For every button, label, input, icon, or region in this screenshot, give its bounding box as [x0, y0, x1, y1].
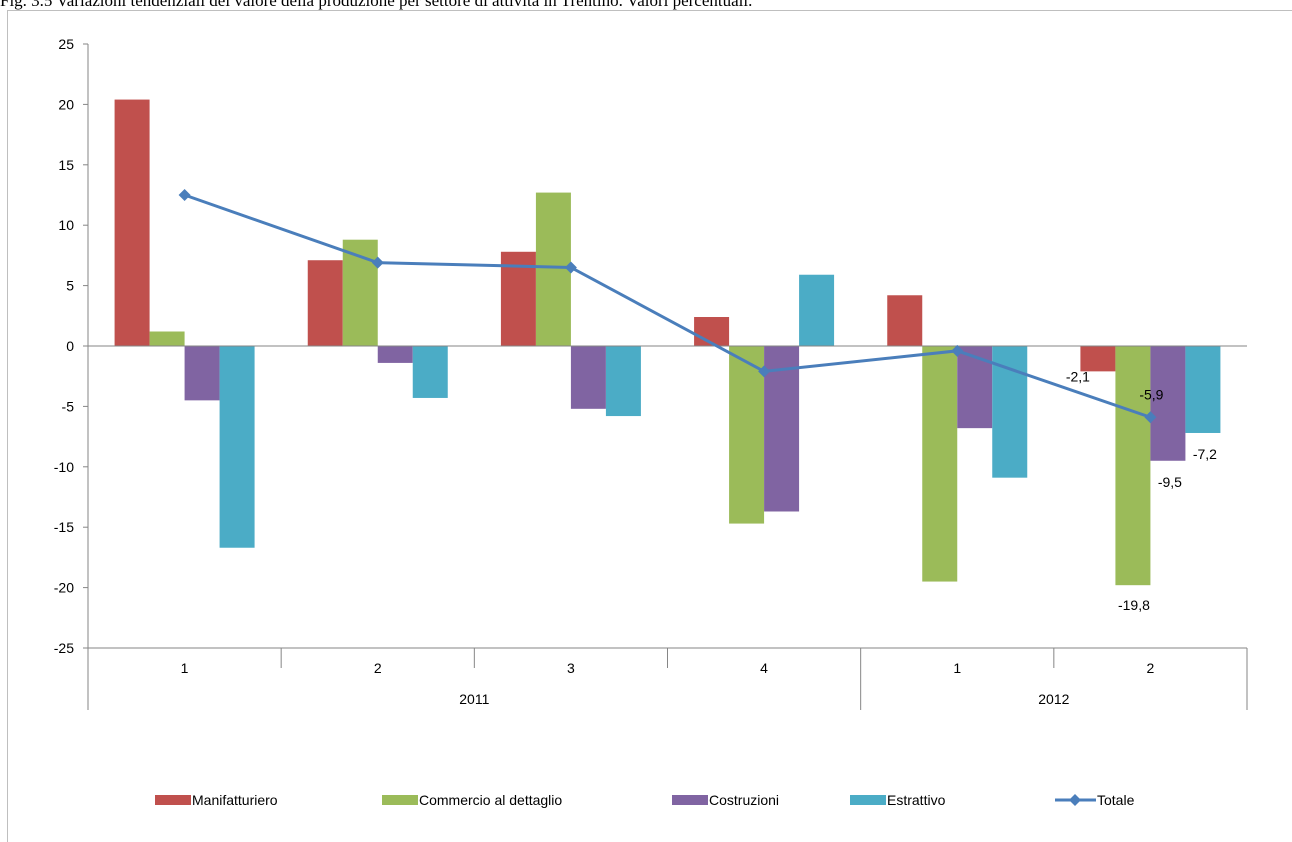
legend-swatch — [382, 795, 418, 805]
x-tick-label: 1 — [181, 660, 189, 676]
x-tick-label: 2 — [374, 660, 382, 676]
data-label: -9,5 — [1158, 474, 1182, 490]
bar-estrattivo — [1185, 346, 1221, 433]
bar-estrattivo — [412, 346, 448, 398]
bar-commercio-al-dettaglio — [922, 346, 958, 582]
legend-label: Commercio al dettaglio — [419, 792, 562, 808]
data-label: -2,1 — [1066, 368, 1090, 384]
legend-swatch — [850, 795, 886, 805]
legend-label: Estrattivo — [887, 792, 946, 808]
legend-swatch — [672, 795, 708, 805]
bar-commercio-al-dettaglio — [1115, 346, 1151, 586]
bar-costruzioni — [764, 346, 800, 512]
legend-label: Costruzioni — [709, 792, 779, 808]
y-tick-label: -25 — [54, 640, 74, 656]
bar-estrattivo — [219, 346, 255, 548]
line-totale — [184, 193, 1151, 419]
point-totale — [758, 365, 771, 378]
y-tick-label: -5 — [62, 398, 75, 414]
y-tick-label: 5 — [66, 278, 74, 294]
y-tick-label: 0 — [66, 338, 74, 354]
chart-title: Fig. 3.5 Variazioni tendenziali del valo… — [0, 0, 753, 10]
data-label: -19,8 — [1118, 597, 1150, 613]
y-tick-label: -10 — [54, 459, 74, 475]
bar-estrattivo — [799, 274, 835, 346]
y-tick-label: -20 — [54, 580, 74, 596]
point-totale — [178, 189, 191, 201]
y-tick-label: 15 — [58, 157, 74, 173]
bar-estrattivo — [605, 346, 641, 417]
legend-label: Totale — [1097, 792, 1135, 808]
bar-costruzioni — [184, 346, 220, 401]
chart-frame — [7, 10, 1292, 842]
point-totale — [951, 344, 964, 357]
data-label: -5,9 — [1139, 386, 1163, 402]
bar-commercio-al-dettaglio — [149, 331, 185, 346]
x-group-label: 2011 — [459, 691, 489, 707]
x-tick-label: 3 — [567, 660, 575, 676]
legend-swatch-marker — [1069, 794, 1081, 806]
point-totale — [564, 261, 577, 274]
y-tick-label: 20 — [58, 96, 74, 112]
bar-manifatturiero — [887, 295, 923, 346]
x-group-label: 2012 — [1038, 691, 1069, 707]
x-tick-label: 1 — [953, 660, 961, 676]
point-totale — [371, 256, 384, 269]
bar-commercio-al-dettaglio — [535, 192, 571, 346]
legend-label: Manifatturiero — [192, 792, 278, 808]
bar-manifatturiero — [307, 260, 343, 346]
data-label: -7,2 — [1193, 446, 1217, 462]
bar-costruzioni — [1150, 346, 1186, 461]
bar-manifatturiero — [1080, 346, 1116, 372]
y-tick-label: -15 — [54, 519, 74, 535]
point-totale — [1144, 411, 1157, 424]
bar-commercio-al-dettaglio — [729, 346, 765, 524]
x-tick-label: 4 — [760, 660, 768, 676]
bar-costruzioni — [570, 346, 606, 409]
y-tick-label: 25 — [58, 36, 74, 52]
legend-swatch — [155, 795, 191, 805]
y-tick-label: 10 — [58, 217, 74, 233]
bar-manifatturiero — [114, 99, 150, 347]
bar-manifatturiero — [694, 317, 730, 346]
x-tick-label: 2 — [1147, 660, 1155, 676]
bar-costruzioni — [377, 346, 413, 363]
